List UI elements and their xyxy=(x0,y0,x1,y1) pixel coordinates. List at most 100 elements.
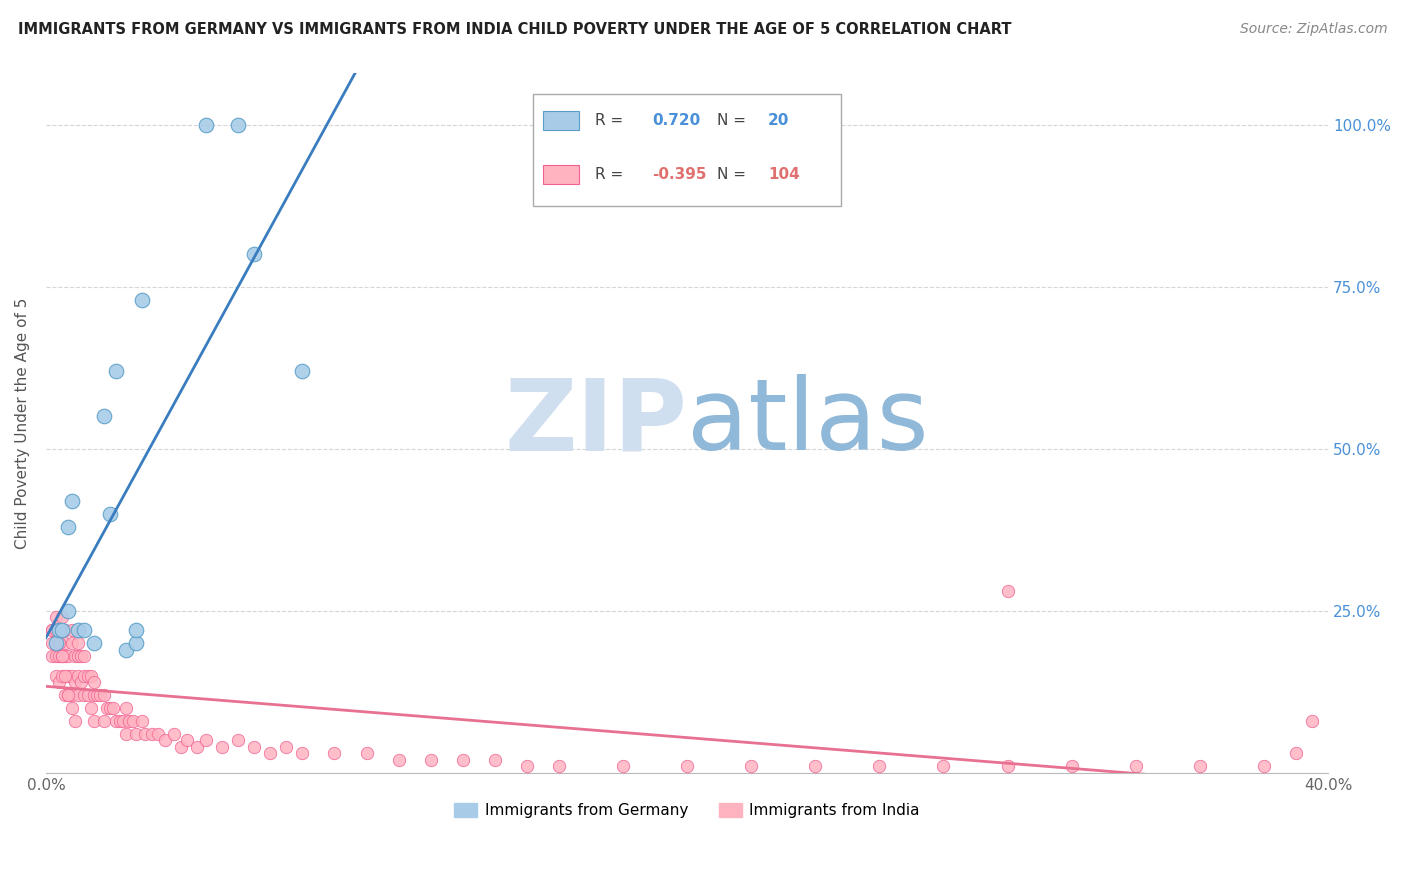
Point xyxy=(66,688,89,702)
Point xyxy=(93,409,115,424)
Point xyxy=(60,493,83,508)
Point xyxy=(80,668,103,682)
Point xyxy=(51,649,73,664)
Point xyxy=(105,364,128,378)
Text: N =: N = xyxy=(717,167,751,182)
Point xyxy=(125,727,148,741)
Point xyxy=(163,727,186,741)
Point xyxy=(169,739,191,754)
Point xyxy=(51,668,73,682)
Point xyxy=(76,668,98,682)
Point xyxy=(48,623,70,637)
Point xyxy=(51,610,73,624)
Point xyxy=(125,636,148,650)
Point xyxy=(153,733,176,747)
Point xyxy=(1301,714,1323,728)
Point xyxy=(118,714,141,728)
Point xyxy=(93,714,115,728)
Point xyxy=(211,739,233,754)
Point xyxy=(66,636,89,650)
Point xyxy=(48,636,70,650)
Point xyxy=(259,747,281,761)
Point xyxy=(89,688,111,702)
Point xyxy=(243,739,266,754)
Point xyxy=(48,649,70,664)
Point xyxy=(41,636,63,650)
Point xyxy=(115,701,138,715)
Point xyxy=(547,759,569,773)
Point xyxy=(51,623,73,637)
Text: R =: R = xyxy=(595,113,628,128)
Text: 104: 104 xyxy=(768,167,800,182)
Point xyxy=(83,675,105,690)
Point xyxy=(484,753,506,767)
Point xyxy=(176,733,198,747)
Point xyxy=(60,636,83,650)
Point xyxy=(676,759,699,773)
Point xyxy=(45,610,67,624)
Point xyxy=(60,623,83,637)
Point xyxy=(58,668,80,682)
Point xyxy=(66,649,89,664)
Point xyxy=(63,714,86,728)
Point xyxy=(93,688,115,702)
Point xyxy=(73,668,96,682)
Point xyxy=(45,623,67,637)
Point xyxy=(41,649,63,664)
Point xyxy=(48,636,70,650)
Point xyxy=(115,642,138,657)
Point xyxy=(41,623,63,637)
Point xyxy=(1285,747,1308,761)
Text: N =: N = xyxy=(717,113,751,128)
Point xyxy=(419,753,441,767)
Point xyxy=(98,507,121,521)
Point xyxy=(195,118,218,132)
Text: IMMIGRANTS FROM GERMANY VS IMMIGRANTS FROM INDIA CHILD POVERTY UNDER THE AGE OF : IMMIGRANTS FROM GERMANY VS IMMIGRANTS FR… xyxy=(18,22,1012,37)
Point xyxy=(48,675,70,690)
Point xyxy=(226,733,249,747)
Point xyxy=(58,604,80,618)
Point xyxy=(96,701,118,715)
Point xyxy=(868,759,890,773)
Text: 0.720: 0.720 xyxy=(652,113,700,128)
Point xyxy=(58,519,80,533)
Point xyxy=(516,759,538,773)
Point xyxy=(80,701,103,715)
Point xyxy=(997,759,1019,773)
Point xyxy=(105,714,128,728)
Point xyxy=(323,747,346,761)
Point xyxy=(58,688,80,702)
Point xyxy=(45,623,67,637)
Point xyxy=(73,623,96,637)
Point xyxy=(1060,759,1083,773)
Point xyxy=(70,675,93,690)
Point xyxy=(1253,759,1275,773)
Point xyxy=(53,688,76,702)
Point xyxy=(53,623,76,637)
Point xyxy=(53,649,76,664)
Point xyxy=(58,688,80,702)
Point xyxy=(45,668,67,682)
Point xyxy=(125,623,148,637)
Point xyxy=(131,293,153,307)
Point xyxy=(291,747,314,761)
Point xyxy=(356,747,378,761)
Point xyxy=(66,668,89,682)
Point xyxy=(53,636,76,650)
Point xyxy=(1125,759,1147,773)
Point xyxy=(98,701,121,715)
Point xyxy=(73,649,96,664)
Point xyxy=(86,688,108,702)
Point xyxy=(73,688,96,702)
Y-axis label: Child Poverty Under the Age of 5: Child Poverty Under the Age of 5 xyxy=(15,297,30,549)
Point xyxy=(58,649,80,664)
Point xyxy=(45,636,67,650)
Point xyxy=(276,739,298,754)
Point xyxy=(83,688,105,702)
Point xyxy=(108,714,131,728)
Text: Source: ZipAtlas.com: Source: ZipAtlas.com xyxy=(1240,22,1388,37)
Point xyxy=(41,623,63,637)
Point xyxy=(997,584,1019,599)
Point xyxy=(451,753,474,767)
Text: ZIP: ZIP xyxy=(505,375,688,471)
